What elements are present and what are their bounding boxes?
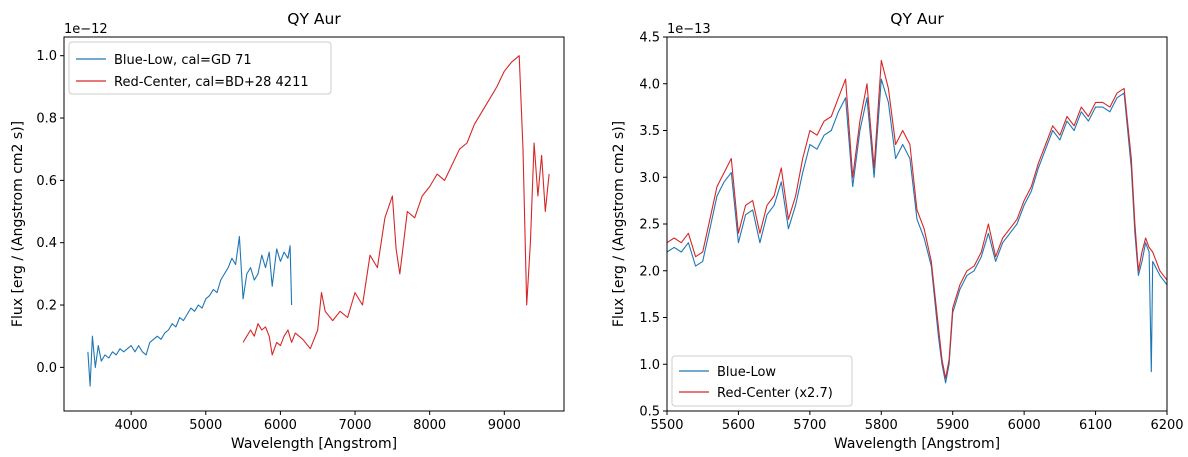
chart-right-series-line-1: [666, 59, 1168, 379]
chart-right-title: QY Aur: [890, 10, 944, 28]
chart-left-legend-label-red: Red-Center, cal=BD+28 4211: [114, 75, 309, 90]
chart-left-series-lines: [87, 55, 550, 387]
y-tick-label: 0.2: [36, 299, 57, 314]
chart-right-y-axis-label: Flux [erg / (Angstrom cm2 s)]: [611, 121, 627, 327]
chart-left-series-line-1: [242, 55, 550, 356]
x-tick-label: 6100: [1079, 418, 1112, 433]
x-tick-label: 5000: [189, 418, 222, 433]
x-tick-label: 5900: [936, 418, 969, 433]
chart-right-legend-box: [671, 355, 853, 407]
y-tick-label: 1.5: [639, 311, 660, 326]
y-tick-label: 2.0: [639, 264, 660, 279]
chart-left-legend-label-blue: Blue-Low, cal=GD 71: [114, 53, 252, 68]
chart-right: QY Aur 1e−13 5500 5600 5700 5800 5900 6000 610…: [611, 10, 1184, 452]
y-tick-label: 2.5: [639, 218, 660, 233]
chart-right-x-axis-label: Wavelength [Angstrom]: [834, 436, 1000, 452]
x-tick-label: 5700: [793, 418, 826, 433]
y-tick-label: 0.5: [639, 405, 660, 420]
chart-right-series-lines: [666, 59, 1168, 384]
chart-left-series-line-0: [87, 235, 293, 387]
y-tick-label: 1.0: [36, 49, 57, 64]
x-tick-label: 5600: [722, 418, 755, 433]
chart-left: QY Aur 1e−12 4000 5000 6000 7000 8000 9000 0.…: [10, 10, 565, 452]
chart-right-legend: Blue-Low Red-Center (x2.7): [671, 355, 853, 407]
y-tick-label: 4.5: [639, 31, 660, 46]
chart-left-legend: Blue-Low, cal=GD 71 Red-Center, cal=BD+2…: [68, 41, 332, 95]
x-tick-label: 6000: [1008, 418, 1041, 433]
chart-left-y-offset: 1e−12: [64, 22, 108, 37]
x-tick-label: 6200: [1150, 418, 1183, 433]
chart-right-series-line-0: [666, 78, 1168, 384]
x-tick-label: 8000: [413, 418, 446, 433]
y-tick-label: 0.4: [36, 236, 57, 251]
y-tick-label: 0.8: [36, 112, 57, 127]
chart-left-x-axis: 4000 5000 6000 7000 8000 9000: [115, 411, 521, 433]
chart-left-x-axis-label: Wavelength [Angstrom]: [231, 436, 397, 452]
x-tick-label: 5500: [650, 418, 683, 433]
y-tick-label: 0.0: [36, 361, 57, 376]
chart-right-legend-label-blue: Blue-Low: [717, 365, 776, 380]
x-tick-label: 4000: [115, 418, 148, 433]
chart-right-x-axis: 5500 5600 5700 5800 5900 6000 6100 6200: [650, 411, 1184, 433]
chart-right-y-axis: 0.5 1.0 1.5 2.0 2.5 3.0 3.5 4.0 4.5: [639, 31, 667, 420]
x-tick-label: 9000: [488, 418, 521, 433]
chart-right-legend-label-red: Red-Center (x2.7): [717, 386, 833, 401]
y-tick-label: 0.6: [36, 174, 57, 189]
x-tick-label: 7000: [338, 418, 371, 433]
chart-left-title: QY Aur: [287, 10, 341, 28]
chart-left-y-axis: 0.0 0.2 0.4 0.6 0.8 1.0: [36, 49, 64, 376]
x-tick-label: 6000: [264, 418, 297, 433]
chart-left-plot-frame: [63, 36, 565, 412]
chart-left-y-axis-label: Flux [erg / (Angstrom cm2 s)]: [10, 121, 26, 327]
x-tick-label: 5800: [865, 418, 898, 433]
y-tick-label: 4.0: [639, 77, 660, 92]
chart-right-y-offset: 1e−13: [667, 22, 711, 37]
y-tick-label: 3.5: [639, 124, 660, 139]
chart-right-plot-frame: [666, 36, 1168, 412]
chart-left-legend-box: [68, 41, 332, 95]
y-tick-label: 3.0: [639, 171, 660, 186]
y-tick-label: 1.0: [639, 358, 660, 373]
